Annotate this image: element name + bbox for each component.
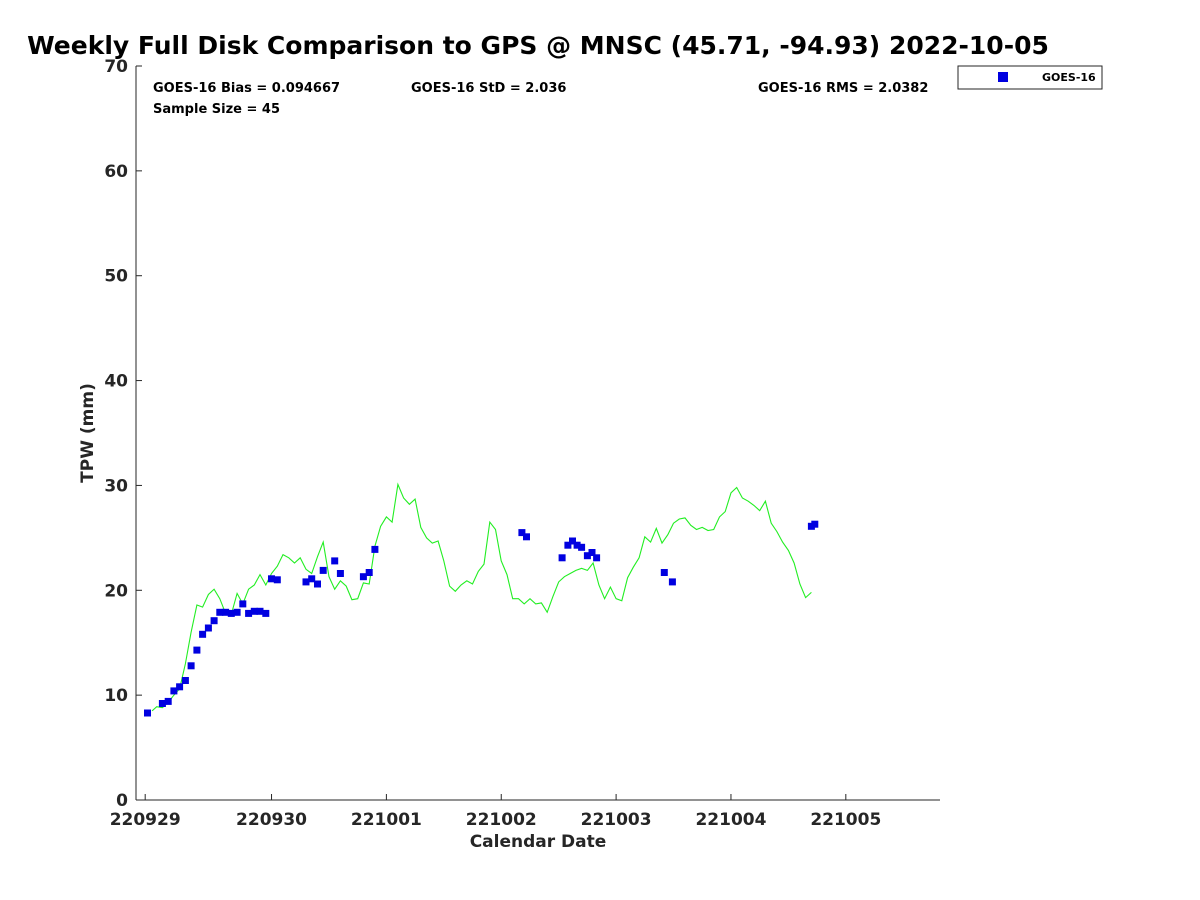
y-tick-label: 0 xyxy=(116,791,128,811)
goes16-point xyxy=(668,578,676,586)
goes16-point xyxy=(359,573,367,581)
y-tick-label: 40 xyxy=(104,372,128,392)
gps-series-line xyxy=(151,482,812,712)
legend: GOES-16 xyxy=(957,65,1103,90)
goes16-point xyxy=(187,662,195,670)
x-tick-label: 221005 xyxy=(810,810,881,830)
goes16-point xyxy=(365,569,373,576)
x-tick-label: 221001 xyxy=(351,810,422,830)
goes16-point xyxy=(144,709,151,717)
x-tick-label: 220930 xyxy=(236,810,307,830)
legend-box xyxy=(957,65,1103,90)
goes16-point xyxy=(564,541,572,549)
legend-marker-goes16 xyxy=(998,72,1008,82)
legend-label-goes16: GOES-16 xyxy=(1042,71,1096,84)
y-tick-label: 20 xyxy=(104,581,128,601)
y-tick-label: 10 xyxy=(104,686,128,706)
goes16-point xyxy=(273,576,281,584)
goes16-point xyxy=(331,557,339,565)
x-tick-label: 221004 xyxy=(695,810,766,830)
goes16-point xyxy=(158,700,166,707)
y-tick-label: 30 xyxy=(104,476,128,496)
goes16-point xyxy=(233,608,241,616)
rms-stat: GOES-16 RMS = 2.0382 xyxy=(758,81,928,96)
goes16-point xyxy=(578,543,586,551)
goes16-point xyxy=(210,617,218,625)
goes16-point xyxy=(569,537,576,545)
goes16-point xyxy=(222,608,230,616)
y-tick-label: 60 xyxy=(104,162,128,182)
goes16-point xyxy=(256,607,264,615)
goes16-point xyxy=(239,600,247,608)
goes16-point xyxy=(302,578,310,586)
y-ticks: 0 10 20 30 40 50 60 70 xyxy=(104,57,142,811)
goes16-point xyxy=(660,569,668,576)
plot-area: 0 10 20 30 40 50 60 70 220929 220930 221001 221002… xyxy=(104,57,940,830)
goes16-point xyxy=(558,554,566,562)
goes16-point xyxy=(227,609,235,617)
goes16-point xyxy=(176,683,184,691)
y-tick-label: 70 xyxy=(104,57,128,77)
chart-title: Weekly Full Disk Comparison to GPS @ MNS… xyxy=(27,31,1049,60)
goes16-point xyxy=(811,520,819,528)
goes16-point xyxy=(250,607,258,615)
goes16-point xyxy=(268,575,275,583)
goes16-point xyxy=(593,554,601,562)
goes16-point xyxy=(193,646,201,654)
x-tick-label: 221002 xyxy=(466,810,537,830)
goes16-point xyxy=(588,549,596,556)
goes16-point xyxy=(170,687,178,695)
goes16-point xyxy=(181,677,189,684)
y-axis-label: TPW (mm) xyxy=(78,383,98,483)
goes16-point xyxy=(523,533,530,541)
goes16-point xyxy=(308,575,316,583)
y-tick-label: 50 xyxy=(104,267,128,287)
x-tick-label: 221003 xyxy=(581,810,652,830)
goes16-point xyxy=(573,541,581,549)
x-ticks: 220929 220930 221001 221002 221003 221004 2210… xyxy=(110,794,881,830)
sample-size-stat: Sample Size = 45 xyxy=(153,102,280,117)
x-tick-label: 220929 xyxy=(110,810,181,830)
x-axis-label: Calendar Date xyxy=(470,832,607,852)
goes16-point xyxy=(204,624,212,632)
goes16-point xyxy=(371,545,379,553)
goes16-point xyxy=(336,570,344,577)
goes16-points xyxy=(144,520,819,717)
goes16-point xyxy=(583,552,591,560)
std-stat: GOES-16 StD = 2.036 xyxy=(411,81,566,96)
goes16-point xyxy=(262,609,270,617)
bias-stat: GOES-16 Bias = 0.094667 xyxy=(153,81,340,96)
goes16-point xyxy=(199,630,207,638)
goes16-point xyxy=(216,608,224,616)
goes16-point xyxy=(319,566,327,574)
goes16-point xyxy=(518,529,526,537)
goes16-point xyxy=(164,697,172,705)
goes16-point xyxy=(314,580,321,588)
goes16-point xyxy=(245,609,253,617)
